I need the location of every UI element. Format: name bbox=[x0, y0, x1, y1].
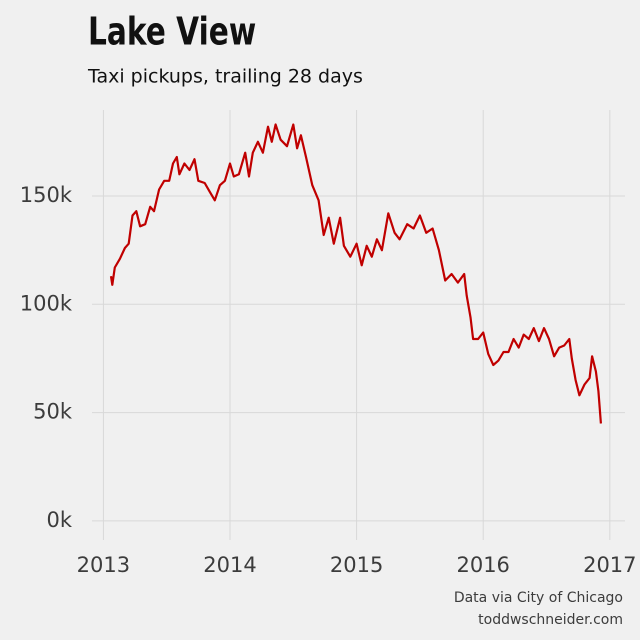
x-tick-label: 2016 bbox=[456, 553, 509, 577]
line bbox=[109, 123, 602, 424]
y-tick-label: 100k bbox=[20, 291, 73, 315]
x-tick-label: 2015 bbox=[330, 553, 383, 577]
y-tick-label: 150k bbox=[20, 183, 73, 207]
x-tick-label: 2013 bbox=[77, 553, 130, 577]
y-tick-label: 0k bbox=[46, 508, 72, 532]
x-tick-label: 2017 bbox=[583, 553, 636, 577]
chart-title: Lake View bbox=[88, 10, 256, 55]
y-tick-label: 50k bbox=[33, 400, 73, 424]
caption: toddwschneider.com bbox=[478, 612, 623, 628]
caption: Data via City of Chicago bbox=[454, 590, 623, 606]
x-tick-label: 2014 bbox=[203, 553, 256, 577]
chart-subtitle: Taxi pickups, trailing 28 days bbox=[87, 66, 363, 88]
